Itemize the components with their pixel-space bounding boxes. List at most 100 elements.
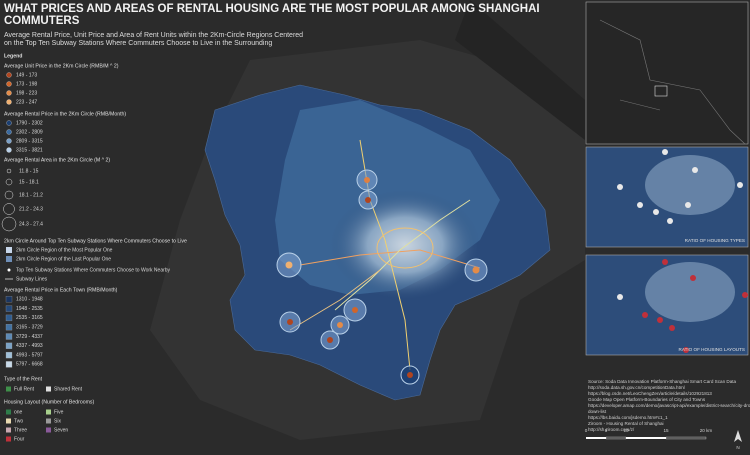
legend-item: Shared Rent	[54, 386, 83, 392]
legend-item: 223 - 247	[16, 99, 37, 105]
legend-item: 198 - 223	[16, 90, 37, 96]
scale-label: 10	[623, 428, 629, 433]
legend-section-title: Type of the Rent	[4, 376, 43, 382]
legend-item: 2302 - 2809	[16, 129, 43, 135]
legend-section-title: Average Rental Price in the 2Km Circle (…	[4, 111, 126, 117]
legend-item: 1790 - 2302	[16, 120, 43, 126]
legend-item: 3315 - 3821	[16, 147, 43, 153]
legend-item: Subway Lines	[16, 276, 48, 282]
legend-swatch	[6, 120, 12, 126]
legend-item: Seven	[54, 427, 68, 433]
insets	[585, 1, 749, 356]
legend-swatch	[5, 333, 13, 340]
legend-swatch	[6, 436, 11, 442]
legend-swatch	[1, 216, 17, 232]
legend-swatch	[6, 129, 12, 135]
legend-item: 2809 - 3315	[16, 138, 43, 144]
legend-item: 3729 - 4337	[16, 334, 43, 340]
legend-item: 2535 - 3165	[16, 315, 43, 321]
north-arrow	[734, 430, 742, 442]
legend-swatch	[6, 168, 12, 174]
legend-swatch	[6, 418, 11, 424]
legend-swatch	[6, 247, 12, 253]
legend-swatch	[5, 314, 13, 322]
legend-section-title: Average Unit Price in the 2Km Circle (RM…	[4, 63, 119, 69]
legend-swatch	[46, 386, 51, 392]
station-circles	[276, 169, 488, 385]
legend-swatch	[46, 418, 51, 424]
subtitle: on the Top Ten Subway Stations Where Com…	[4, 40, 272, 47]
inset-label: RATIO OF HOUSING TYPES	[685, 238, 745, 243]
legend-swatch	[46, 409, 51, 415]
legend-item: Full Rent	[14, 386, 35, 392]
legend-swatch	[5, 351, 13, 359]
legend-swatch	[6, 90, 12, 96]
scale-label: 20 km	[700, 428, 713, 433]
legend-swatch	[6, 81, 12, 87]
title: WHAT PRICES AND AREAS OF RENTAL HOUSING …	[4, 3, 540, 15]
scale-label: 15	[663, 428, 669, 433]
legend-item: Two	[14, 418, 23, 424]
legend-item: 11.8 - 15	[19, 168, 39, 174]
subtitle: Average Rental Price, Unit Price and Are…	[4, 32, 303, 39]
legend-swatch	[7, 268, 11, 272]
scale-bar	[586, 436, 707, 440]
inset-label: RATIO OF HOUSING LAYOUTS	[679, 347, 745, 352]
legend-swatch	[6, 147, 12, 153]
legend-swatch	[3, 203, 15, 215]
source-line: Goode Map Open Platform-Boundaries of Ci…	[588, 397, 706, 402]
legend-item: 1948 - 2535	[16, 306, 43, 312]
city-core	[330, 190, 480, 300]
legend-swatch	[6, 427, 11, 433]
title: COMMUTERS	[4, 15, 80, 27]
legend-section-title: Housing Layout (Number of Bedrooms)	[4, 399, 95, 405]
legend-swatch	[5, 342, 13, 349]
legend-item: Five	[54, 409, 64, 415]
river	[455, 0, 585, 140]
legend-section-title: 2km Circle Around Top Ten Subway Station…	[4, 238, 187, 244]
scale-label: 5	[605, 428, 608, 433]
legend-item: 21.2 - 24.3	[19, 206, 43, 212]
legend-section-title: Average Rental Price in Each Town (RMB/M…	[4, 287, 118, 293]
legend-item: 149 - 173	[16, 72, 37, 78]
legend-title: Legend	[4, 53, 22, 59]
source-line: down-list	[588, 409, 607, 414]
legend-item: Four	[14, 436, 25, 442]
legend-item: 18.1 - 21.2	[19, 192, 43, 198]
legend-swatch	[6, 99, 12, 105]
legend-item: 2km Circle Region of the Most Popular On…	[16, 247, 113, 253]
legend-item: Six	[54, 418, 61, 424]
legend-swatch	[46, 427, 51, 433]
legend-swatch	[5, 178, 13, 186]
legend-item: Top Ten Subway Stations Where Commuters …	[16, 267, 171, 273]
north-label: N	[736, 445, 739, 450]
legend-swatch	[4, 190, 14, 200]
source-line: http://soda.data.sh.gov.cn/competitionDa…	[588, 385, 685, 390]
legend-swatch	[5, 361, 13, 368]
legend-item: 3165 - 3729	[16, 325, 43, 331]
source-line: https://lbs.baidu.com/jsdemo.htm#c1_1	[588, 415, 668, 420]
legend-item: 1310 - 1948	[16, 297, 43, 303]
legend-swatch	[6, 72, 12, 78]
legend-section-title: Average Rental Area in the 2Km Circle (M…	[4, 157, 110, 163]
legend-swatch	[5, 324, 13, 331]
legend-swatch	[6, 138, 12, 144]
legend-swatch	[5, 296, 13, 303]
legend-item: 5797 - 6668	[16, 362, 43, 368]
source-line: https://developer.amap.com/demo/javascri…	[588, 403, 750, 408]
source-line: http://sh.ziroom.com/z/	[588, 427, 635, 432]
legend-swatch	[6, 386, 11, 392]
source-line: https://blog.csdn.net/LeoChengZen/articl…	[588, 391, 712, 396]
legend-item: 173 - 198	[16, 81, 37, 87]
legend-item: 15 - 18.1	[19, 179, 39, 185]
legend-item: 2km Circle Region of the Last Popular On…	[16, 256, 111, 262]
legend-item: Three	[14, 427, 27, 433]
legend-swatch	[5, 305, 13, 312]
source-line: Ziroom - Housing Rental of Shanghai	[588, 421, 664, 426]
scale-label: 0	[585, 428, 588, 433]
legend-item: 24.3 - 27.4	[19, 221, 43, 227]
legend-item: one	[14, 409, 23, 415]
